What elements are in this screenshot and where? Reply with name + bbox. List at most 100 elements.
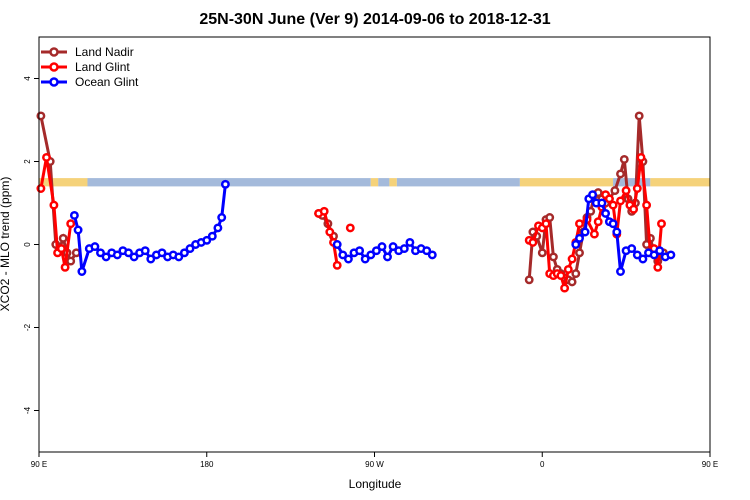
data-point xyxy=(220,179,230,189)
data-point xyxy=(612,227,622,237)
data-point xyxy=(627,244,637,254)
data-point xyxy=(608,219,618,229)
data-point xyxy=(560,283,570,293)
data-point xyxy=(146,254,156,264)
x-tick-label: 90 W xyxy=(365,460,384,469)
data-point xyxy=(69,210,79,220)
surface-band xyxy=(39,178,710,187)
data-point xyxy=(405,237,415,247)
data-point xyxy=(174,252,184,262)
data-point xyxy=(332,240,342,249)
data-point xyxy=(545,213,555,222)
data-point xyxy=(580,227,590,237)
data-point xyxy=(528,237,538,247)
x-tick-label: 0 xyxy=(540,460,545,469)
x-tick-label: 180 xyxy=(200,460,214,469)
data-point xyxy=(666,250,676,260)
data-point xyxy=(556,271,566,281)
data-point xyxy=(343,254,353,264)
legend-label: Land Nadir xyxy=(75,45,134,59)
data-point xyxy=(636,152,646,162)
series-land-glint xyxy=(36,152,666,293)
data-point xyxy=(571,269,581,279)
y-axis-label: XCO2 - MLO trend (ppm) xyxy=(0,177,12,312)
data-point xyxy=(140,246,150,256)
data-point xyxy=(66,219,76,229)
series-layer xyxy=(36,111,676,293)
band-segment-ocean xyxy=(613,178,651,187)
data-point xyxy=(567,254,577,264)
data-point xyxy=(655,246,665,256)
x-axis: 90 E 180 90 W 0 90 E xyxy=(31,452,718,469)
data-point xyxy=(112,250,122,260)
band-segment-ocean xyxy=(396,178,520,187)
band-segment-land xyxy=(389,178,397,187)
data-point xyxy=(124,248,133,258)
data-point xyxy=(537,248,547,258)
y-tick-label: -4 xyxy=(23,406,32,414)
data-point xyxy=(213,223,223,233)
data-point xyxy=(332,260,342,270)
data-point xyxy=(319,206,329,216)
series-ocean-glint xyxy=(69,179,676,276)
data-point xyxy=(616,169,625,179)
x-axis-label: Longitude xyxy=(349,477,402,491)
data-point xyxy=(548,252,558,262)
data-point xyxy=(563,264,573,274)
legend-marker xyxy=(49,62,59,72)
data-point xyxy=(616,267,625,276)
data-point xyxy=(610,186,620,196)
y-tick-label: 0 xyxy=(23,242,32,247)
plot-frame xyxy=(38,36,711,453)
data-point xyxy=(629,204,639,214)
data-point xyxy=(77,267,87,276)
y-tick-label: 4 xyxy=(23,76,32,81)
data-point xyxy=(619,154,629,164)
data-point xyxy=(422,246,432,256)
data-point xyxy=(541,219,551,229)
data-point xyxy=(567,277,577,287)
data-point xyxy=(217,213,227,222)
band-segment-land xyxy=(519,178,614,187)
data-point xyxy=(601,208,611,218)
data-point xyxy=(604,194,614,204)
data-point xyxy=(638,254,648,264)
y-axis: -4 -2 0 2 4 xyxy=(23,76,39,414)
data-point xyxy=(524,275,534,285)
legend-label: Land Glint xyxy=(75,60,130,74)
data-point xyxy=(202,235,212,245)
data-point xyxy=(325,227,335,237)
legend-marker xyxy=(49,47,59,57)
series-line xyxy=(39,115,78,265)
data-point xyxy=(371,246,381,256)
data-point xyxy=(73,225,83,235)
data-point xyxy=(355,246,365,256)
legend-label: Ocean Glint xyxy=(75,75,139,89)
data-point xyxy=(60,262,70,272)
data-point xyxy=(96,248,105,258)
data-point xyxy=(593,217,603,227)
data-point xyxy=(58,233,68,243)
data-point xyxy=(49,200,59,210)
x-tick-label: 90 E xyxy=(31,460,47,469)
data-point xyxy=(575,248,584,258)
y-tick-label: -2 xyxy=(23,323,32,331)
data-point xyxy=(642,200,652,210)
data-point xyxy=(649,250,659,260)
data-point xyxy=(345,223,355,233)
data-point xyxy=(360,254,370,264)
data-point xyxy=(399,244,409,254)
data-point xyxy=(597,198,607,208)
data-point xyxy=(383,252,392,262)
data-point xyxy=(56,244,66,254)
data-point xyxy=(588,190,598,200)
band-segment-land xyxy=(650,178,710,187)
legend-item-ocean-glint: Ocean Glint xyxy=(41,75,139,89)
data-point xyxy=(377,242,387,252)
data-point xyxy=(632,250,642,260)
data-point xyxy=(157,248,167,258)
data-point xyxy=(366,250,376,260)
data-point xyxy=(427,250,437,260)
data-point xyxy=(575,219,584,229)
